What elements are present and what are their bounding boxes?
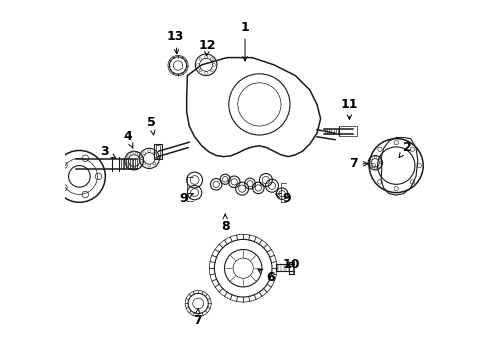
Text: 7: 7 <box>193 308 202 327</box>
Text: 1: 1 <box>241 21 249 61</box>
Text: 11: 11 <box>341 98 358 119</box>
Text: 3: 3 <box>100 145 116 158</box>
Text: 9: 9 <box>276 192 291 204</box>
Bar <box>154 144 162 159</box>
Text: 6: 6 <box>258 269 274 284</box>
Text: 13: 13 <box>167 30 184 54</box>
Text: 2: 2 <box>399 141 412 158</box>
Text: 7: 7 <box>348 157 368 170</box>
Text: 4: 4 <box>123 130 133 149</box>
Text: 8: 8 <box>221 214 229 233</box>
Bar <box>339 126 357 136</box>
Text: 10: 10 <box>283 258 300 271</box>
Text: 12: 12 <box>198 39 216 56</box>
Text: 9: 9 <box>179 192 194 204</box>
Text: 5: 5 <box>147 116 156 135</box>
Bar <box>156 145 160 158</box>
